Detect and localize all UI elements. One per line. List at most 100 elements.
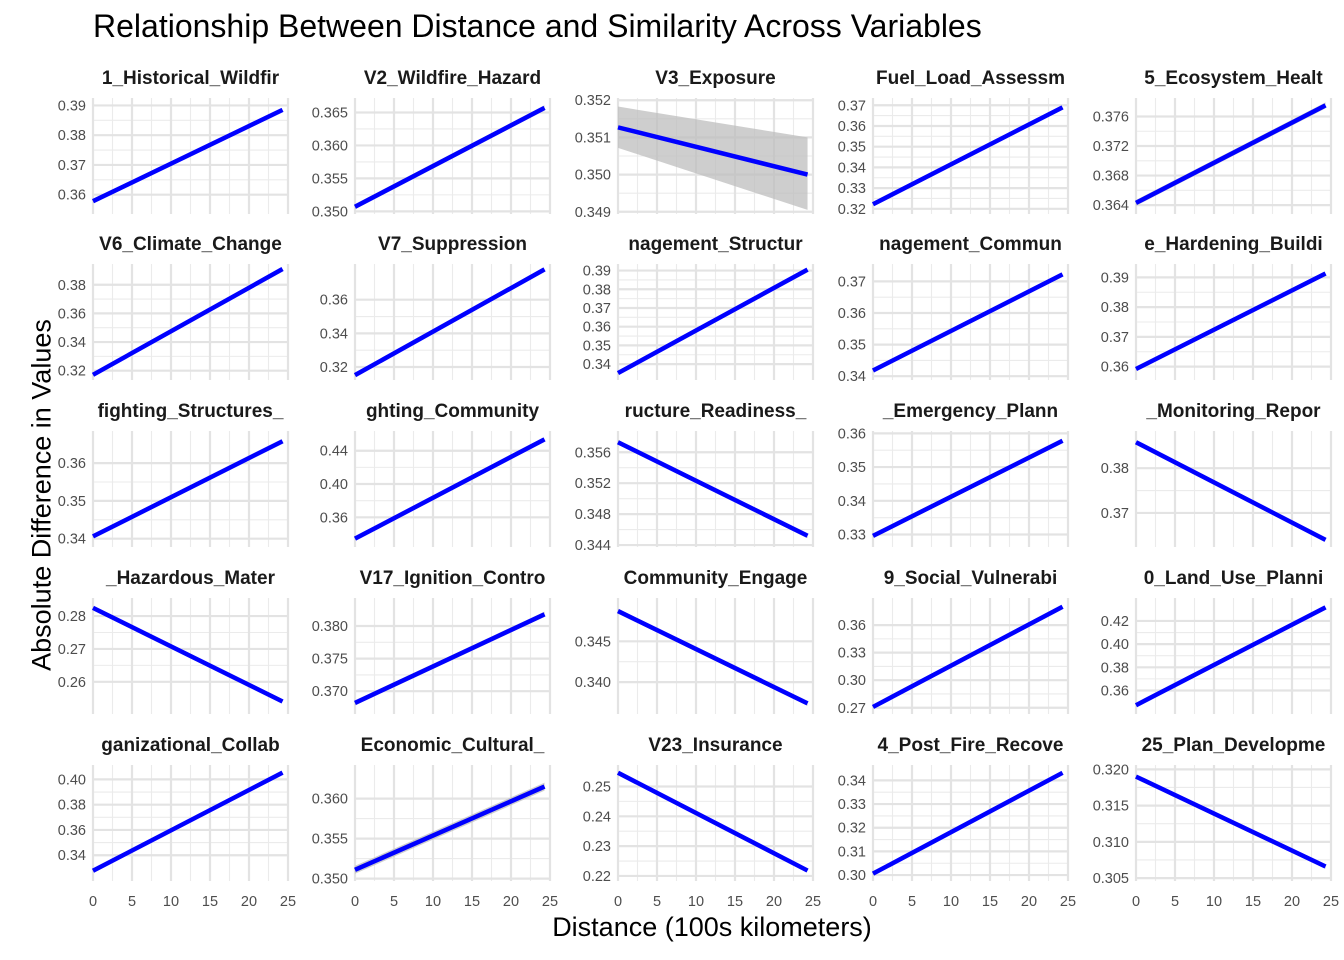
y-tick-label: 0.36 bbox=[58, 823, 86, 839]
fit-line bbox=[616, 770, 809, 873]
facet-strip-label: Fuel_Load_Assessm bbox=[876, 68, 1065, 89]
facet-panel: 5_Ecosystem_Healt 0.364 0.368 0.372 0.376 bbox=[1093, 68, 1333, 214]
facet-panel: 25_Plan_Developme 0.305 0.310 0.315 0.320 0 5 1… bbox=[1093, 735, 1339, 910]
y-tick-label: 0.40 bbox=[58, 772, 86, 788]
fit-line bbox=[871, 105, 1064, 207]
fit-line bbox=[354, 612, 546, 705]
x-tick-label: 20 bbox=[1284, 894, 1300, 910]
y-tick-label: 0.27 bbox=[838, 701, 866, 717]
y-tick-label: 0.39 bbox=[1101, 270, 1129, 286]
x-tick-label: 10 bbox=[943, 894, 959, 910]
y-tick-label: 0.35 bbox=[583, 338, 611, 354]
facet-panel: Economic_Cultural_ 0.350 0.355 0.360 0 5 10 15 2… bbox=[312, 735, 558, 910]
fit-line bbox=[871, 438, 1064, 538]
facet-panel: nagement_Commun 0.34 0.35 0.36 0.37 bbox=[838, 234, 1070, 385]
fit-line bbox=[353, 105, 546, 209]
facet-strip-label: nagement_Commun bbox=[879, 234, 1062, 255]
y-tick-label: 0.34 bbox=[58, 848, 86, 864]
fit-line bbox=[871, 272, 1064, 373]
facet-strip-label: V3_Exposure bbox=[655, 68, 775, 89]
y-tick-label: 0.36 bbox=[838, 426, 866, 442]
facet-panel: fighting_Structures_ 0.34 0.35 0.36 bbox=[58, 401, 290, 548]
x-tick-label: 25 bbox=[1060, 894, 1076, 910]
facet-strip-label: 1_Historical_Wildfir bbox=[102, 68, 280, 89]
y-tick-label: 0.345 bbox=[575, 634, 611, 650]
y-tick-label: 0.352 bbox=[575, 93, 611, 109]
y-tick-label: 0.38 bbox=[1101, 300, 1129, 316]
y-tick-label: 0.372 bbox=[1093, 139, 1129, 155]
x-tick-label: 0 bbox=[614, 894, 622, 910]
y-tick-label: 0.36 bbox=[1101, 360, 1129, 376]
x-tick-label: 10 bbox=[688, 894, 704, 910]
y-tick-label: 0.365 bbox=[312, 106, 348, 122]
x-tick-label: 25 bbox=[1323, 894, 1339, 910]
y-tick-label: 0.32 bbox=[320, 360, 348, 376]
y-tick-label: 0.33 bbox=[838, 646, 866, 662]
facet-panel: _Hazardous_Mater 0.26 0.27 0.28 bbox=[58, 568, 290, 714]
y-tick-label: 0.37 bbox=[838, 98, 866, 114]
x-tick-label: 15 bbox=[1245, 894, 1261, 910]
facet-panel: _Monitoring_Repor 0.37 0.38 bbox=[1101, 401, 1333, 547]
x-tick-label: 15 bbox=[982, 894, 998, 910]
y-tick-label: 0.32 bbox=[58, 364, 86, 380]
y-tick-label: 0.305 bbox=[1093, 871, 1129, 887]
y-tick-label: 0.349 bbox=[575, 205, 611, 221]
y-tick-label: 0.375 bbox=[312, 652, 348, 668]
y-tick-label: 0.35 bbox=[838, 338, 866, 354]
y-tick-label: 0.344 bbox=[575, 538, 611, 554]
y-tick-label: 0.37 bbox=[1101, 506, 1129, 522]
facet-panel: ructure_Readiness_ 0.344 0.348 0.352 0.356 bbox=[575, 401, 815, 554]
x-tick-label: 0 bbox=[869, 894, 877, 910]
y-tick-label: 0.27 bbox=[58, 642, 86, 658]
facet-panel: V17_Ignition_Contro 0.370 0.375 0.380 bbox=[312, 568, 552, 714]
y-tick-label: 0.33 bbox=[838, 181, 866, 197]
y-tick-label: 0.351 bbox=[575, 130, 611, 146]
y-tick-label: 0.36 bbox=[1101, 683, 1129, 699]
facet-strip-label: 4_Post_Fire_Recove bbox=[878, 735, 1064, 756]
x-tick-label: 5 bbox=[390, 894, 398, 910]
y-tick-label: 0.23 bbox=[583, 839, 611, 855]
facet-panel: 1_Historical_Wildfir 0.36 0.37 0.38 0.39 bbox=[58, 68, 290, 214]
y-tick-label: 0.36 bbox=[58, 188, 86, 204]
x-tick-label: 0 bbox=[351, 894, 359, 910]
y-tick-label: 0.38 bbox=[583, 282, 611, 298]
facet-strip-label: ghting_Community bbox=[366, 401, 540, 422]
y-tick-label: 0.26 bbox=[58, 675, 86, 691]
confidence-band bbox=[618, 106, 808, 210]
facet-strip-label: 9_Social_Vulnerabi bbox=[884, 568, 1058, 589]
facet-panel: e_Hardening_Buildi 0.36 0.37 0.38 0.39 bbox=[1101, 234, 1333, 380]
y-tick-label: 0.32 bbox=[838, 202, 866, 218]
y-tick-label: 0.34 bbox=[58, 335, 86, 351]
facet-panel: V7_Suppression 0.32 0.34 0.36 bbox=[320, 234, 552, 380]
y-tick-label: 0.37 bbox=[58, 158, 86, 174]
y-tick-label: 0.38 bbox=[1101, 660, 1129, 676]
facet-panel: V23_Insurance 0.22 0.23 0.24 0.25 0 5 10 15 20 25 bbox=[583, 735, 821, 910]
y-tick-label: 0.35 bbox=[838, 140, 866, 156]
y-tick-label: 0.364 bbox=[1093, 198, 1129, 214]
facet-strip-label: ructure_Readiness_ bbox=[625, 401, 807, 422]
x-tick-label: 10 bbox=[425, 894, 441, 910]
y-tick-label: 0.36 bbox=[320, 510, 348, 526]
facet-panel: Fuel_Load_Assessm 0.32 0.33 0.34 0.35 0.36 0.3… bbox=[838, 68, 1070, 218]
y-tick-label: 0.34 bbox=[58, 532, 86, 548]
fit-line bbox=[871, 604, 1064, 709]
fit-line bbox=[1134, 271, 1327, 372]
facet-strip-label: fighting_Structures_ bbox=[98, 401, 284, 422]
y-tick-label: 0.33 bbox=[838, 797, 866, 813]
facet-strip-label: Economic_Cultural_ bbox=[361, 735, 545, 756]
facet-panel: V6_Climate_Change 0.32 0.34 0.36 0.38 bbox=[58, 234, 290, 380]
x-tick-label: 10 bbox=[163, 894, 179, 910]
y-tick-label: 0.355 bbox=[312, 171, 348, 187]
y-tick-label: 0.37 bbox=[838, 274, 866, 290]
facet-panel: 4_Post_Fire_Recove 0.30 0.31 0.32 0.33 0.34 0 5… bbox=[838, 735, 1076, 910]
y-tick-label: 0.36 bbox=[838, 618, 866, 634]
facet-strip-label: ganizational_Collab bbox=[101, 735, 279, 756]
x-tick-label: 0 bbox=[89, 894, 97, 910]
x-tick-label: 25 bbox=[542, 894, 558, 910]
facet-panel: ganizational_Collab 0.34 0.36 0.38 0.40 0 5 10 1… bbox=[58, 735, 296, 910]
y-tick-label: 0.37 bbox=[1101, 330, 1129, 346]
fit-line bbox=[1134, 103, 1327, 205]
x-tick-label: 20 bbox=[1021, 894, 1037, 910]
facet-strip-label: Community_Engage bbox=[624, 568, 808, 589]
